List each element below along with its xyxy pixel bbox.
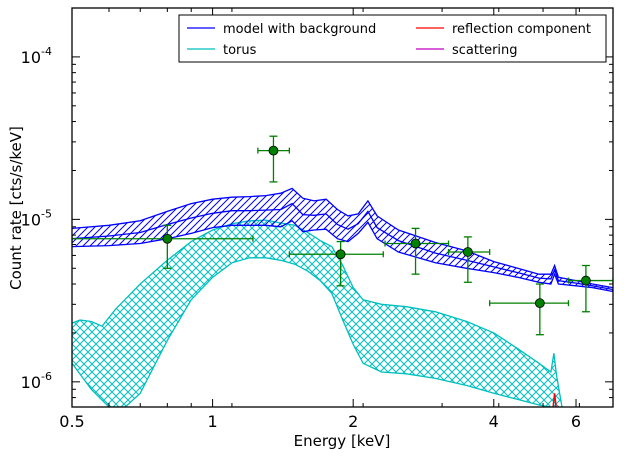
axis-ticks (71, 7, 613, 408)
data-point (257, 135, 291, 183)
data-point (288, 240, 384, 287)
reflection-line (552, 393, 557, 407)
data-marker (162, 233, 173, 244)
x-tick-label: 0.5 (59, 412, 84, 431)
torus-lower-line (72, 257, 552, 407)
legend-label-reflection: reflection component (452, 22, 591, 37)
y-tick-label: 10-6 (21, 370, 52, 392)
x-tick-label: 4 (489, 412, 499, 431)
torus-band-fill (72, 220, 562, 407)
x-tick-label: 2 (348, 412, 358, 431)
x-tick-label: 6 (571, 412, 581, 431)
data-marker (410, 238, 421, 249)
plot-content (72, 135, 613, 407)
y-axis-label: Count rate [cts/s/keV] (7, 126, 25, 290)
data-marker (534, 298, 545, 309)
data-point (447, 236, 491, 283)
plot-frame (71, 7, 614, 408)
data-marker (462, 247, 473, 257)
data-point (567, 264, 613, 313)
torus-upper-line (72, 219, 563, 407)
x-tick-label: 1 (207, 412, 217, 431)
data-marker (335, 249, 346, 260)
y-tick-label: 10-4 (21, 45, 52, 67)
legend-box (178, 14, 607, 63)
data-point (489, 283, 570, 336)
data-marker (581, 275, 591, 286)
model-lower-line (72, 219, 613, 293)
data-point (384, 227, 450, 275)
legend-label-model: model with background (223, 22, 376, 37)
x-axis-label: Energy [keV] (294, 432, 391, 450)
model-upper-line (72, 187, 613, 289)
data-point (72, 224, 254, 269)
legend-label-torus: torus (223, 43, 257, 58)
legend: model with background torus reflection c… (178, 14, 607, 63)
model-mid-line (72, 202, 613, 291)
legend-label-scattering: scattering (452, 43, 518, 58)
data-marker (268, 145, 279, 156)
y-tick-label: 10-5 (21, 207, 52, 229)
